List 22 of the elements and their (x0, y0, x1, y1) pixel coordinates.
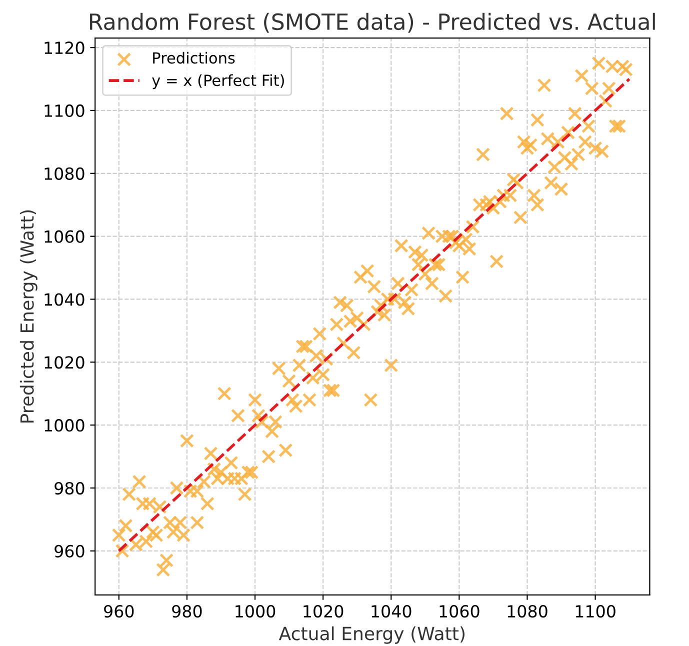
x-tick-label: 1000 (236, 604, 276, 618)
y-tick-label: 1000 (44, 419, 84, 432)
x-tick-label: 1100 (576, 604, 616, 618)
y-tick-label: 1040 (44, 293, 84, 306)
y-tick-label: 1080 (44, 167, 84, 180)
x-tick-label: 980 (172, 604, 202, 618)
y-tick-label: 980 (54, 482, 84, 495)
x-tick-label: 960 (104, 604, 134, 618)
x-tick-label: 1080 (508, 604, 548, 618)
chart-title: Random Forest (SMOTE data) - Predicted vs. Actual (90, 12, 655, 33)
y-tick-label: 1100 (44, 104, 84, 118)
legend-label: y = x (Perfect Fit) (152, 74, 284, 90)
x-axis-title: Actual Energy (Watt) (278, 626, 464, 644)
y-tick-label: 1020 (44, 356, 84, 369)
y-tick-label: 1120 (44, 42, 84, 54)
x-tick-label: 1060 (440, 604, 480, 618)
x-tick-label: 1020 (304, 604, 344, 618)
y-tick-label: 960 (54, 544, 84, 558)
y-tick-label: 1060 (44, 230, 84, 243)
x-tick-label: 1040 (372, 604, 412, 618)
y-axis-title: Predicted Energy (Watt) (20, 210, 38, 422)
legend-label: Predictions (153, 52, 235, 64)
